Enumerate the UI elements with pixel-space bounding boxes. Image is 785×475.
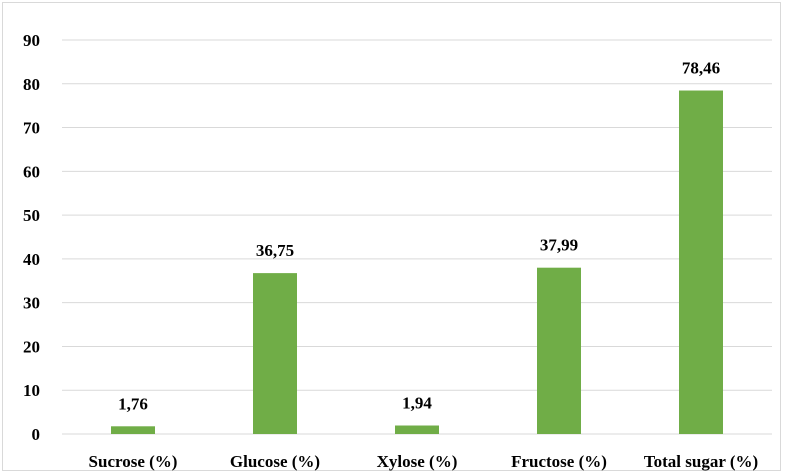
bar [111,426,155,434]
y-tick-label: 40 [23,250,40,269]
data-label: 1,76 [118,394,148,413]
data-label: 37,99 [540,236,578,255]
data-label: 1,94 [402,394,432,413]
x-axis-category-labels: Sucrose (%) Glucose (%) Xylose (%) Fructose… [89,452,759,471]
x-category-label: Fructose (%) [511,452,607,471]
y-tick-label: 90 [23,31,40,50]
data-label: 78,46 [682,59,720,78]
bar [537,267,581,434]
x-category-label: Glucose (%) [230,452,320,471]
bars [111,90,723,434]
y-axis-tick-labels: 0 10 20 30 40 50 60 70 80 90 [23,31,40,444]
x-category-label: Total sugar (%) [644,452,758,471]
y-tick-label: 0 [32,425,41,444]
bar [395,425,439,434]
y-tick-label: 50 [23,206,40,225]
bar [253,273,297,434]
y-tick-label: 70 [23,119,40,138]
y-tick-label: 60 [23,162,40,181]
y-tick-label: 80 [23,75,40,94]
y-tick-label: 30 [23,294,40,313]
y-tick-label: 10 [23,381,40,400]
data-labels: 1,76 36,75 1,94 37,99 78,46 [118,59,720,414]
x-category-label: Xylose (%) [377,452,458,471]
data-label: 36,75 [256,241,294,260]
gridlines [62,39,772,435]
chart-frame [2,2,781,471]
bar [679,90,723,434]
x-category-label: Sucrose (%) [89,452,178,471]
y-tick-label: 20 [23,337,40,356]
